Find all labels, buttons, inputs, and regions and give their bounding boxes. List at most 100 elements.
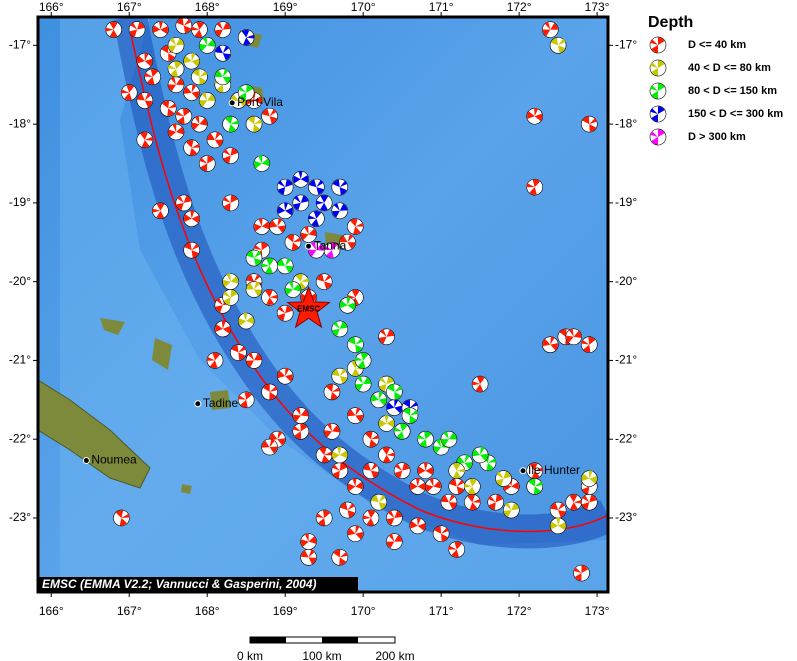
earthquake: [565, 328, 582, 346]
earthquake: [409, 517, 427, 535]
ball-wedge: [480, 446, 485, 455]
earthquake: [253, 218, 271, 235]
earthquake: [198, 37, 216, 54]
earthquake: [401, 407, 419, 424]
earthquake: [261, 383, 278, 401]
earthquake: [409, 478, 427, 495]
star-layer: EMSC: [286, 285, 331, 329]
ball-wedge: [348, 337, 363, 353]
earthquake: [425, 478, 442, 495]
earthquake: [347, 407, 364, 424]
ball-wedge: [191, 26, 200, 31]
earthquake: [284, 281, 302, 298]
ball-wedge: [436, 438, 442, 448]
earthquake: [308, 210, 325, 227]
ball-wedge: [215, 131, 221, 140]
earthquake: [214, 320, 232, 338]
earthquake: [347, 478, 364, 495]
earthquake: [549, 37, 567, 54]
earthquake: [183, 52, 200, 70]
ball-wedge: [109, 22, 118, 38]
earthquake: [323, 423, 341, 440]
legend-label: D <= 40 km: [688, 39, 746, 51]
ball-wedge: [202, 37, 208, 46]
ball-wedge: [206, 356, 216, 361]
x-tick-label: 171°: [429, 604, 454, 618]
legend-ball: [649, 59, 667, 77]
earthquake: [526, 107, 544, 125]
earthquake: [315, 273, 333, 290]
earthquake: [331, 446, 349, 464]
earthquake: [300, 549, 317, 566]
ball-wedge: [581, 494, 597, 510]
ball-wedge: [379, 377, 387, 385]
ball-wedge: [223, 148, 231, 156]
ball-wedge: [254, 158, 270, 169]
ball-wedge: [194, 115, 200, 125]
earthquake: [292, 407, 310, 424]
ball-wedge: [277, 431, 283, 440]
ball-wedge: [417, 517, 421, 526]
earthquake: [347, 336, 364, 353]
earthquake: [191, 68, 208, 86]
ball-wedge: [370, 463, 378, 471]
earthquake: [191, 115, 208, 133]
x-tick-label: 171°: [429, 0, 454, 14]
ball-wedge: [285, 258, 292, 266]
ball-wedge: [140, 132, 150, 148]
ball-wedge: [199, 71, 208, 77]
earthquake: [144, 68, 161, 86]
ball-wedge: [496, 471, 504, 479]
ball-wedge: [456, 479, 465, 487]
y-tick-label: -21°: [615, 353, 637, 367]
x-tick-label: 173°: [585, 604, 610, 618]
ball-wedge: [158, 21, 163, 30]
earthquake: [253, 155, 271, 172]
ball-wedge: [443, 431, 449, 440]
island: [210, 390, 230, 410]
ball-wedge: [253, 274, 261, 282]
ball-wedge: [295, 407, 301, 416]
new-caledonia: [38, 379, 151, 489]
earthquake: [580, 470, 598, 487]
scale-bar: 0 km 100 km 200 km: [237, 636, 415, 661]
ball-wedge: [588, 470, 593, 479]
credit-box: [38, 577, 358, 592]
earthquake: [573, 564, 590, 582]
ball-wedge: [394, 385, 403, 392]
ball-wedge: [347, 503, 355, 511]
ball-wedge: [326, 242, 338, 258]
ball-wedge: [556, 517, 561, 526]
ball-wedge: [339, 552, 348, 558]
earthquake: [284, 233, 302, 251]
ball-wedge: [464, 454, 470, 463]
ball-wedge: [222, 45, 230, 54]
legend-label: 80 < D <= 150 km: [688, 85, 777, 97]
ball-wedge: [238, 86, 247, 93]
ball-wedge: [226, 273, 231, 282]
legend-ball: [649, 105, 667, 123]
ball-wedge: [467, 494, 478, 510]
earthquake: [276, 304, 294, 322]
y-tick-label: -20°: [9, 274, 31, 288]
ball-wedge: [144, 52, 149, 62]
earthquake: [471, 446, 489, 464]
earthquake: [222, 273, 239, 290]
earthquake: [448, 462, 466, 479]
x-tick-label: 170°: [351, 0, 376, 14]
ball-wedge: [650, 131, 658, 137]
map-area: Port-Vila Tanna Tadine Noumea Ile Hunter EMS…: [38, 17, 608, 592]
legend-label: D > 300 km: [688, 131, 746, 143]
earthquake: [167, 37, 185, 54]
earthquake: [261, 289, 278, 306]
legend-label: 40 < D <= 80 km: [688, 62, 771, 74]
earthquake: [261, 107, 278, 125]
ball-wedge: [351, 360, 360, 376]
earthquake: [245, 281, 263, 298]
ball-wedge: [650, 85, 658, 91]
ball-wedge: [550, 336, 555, 345]
ball-wedge: [429, 478, 434, 487]
ball-wedge: [339, 180, 348, 188]
earthquake: [331, 367, 349, 385]
ball-wedge: [304, 533, 309, 542]
